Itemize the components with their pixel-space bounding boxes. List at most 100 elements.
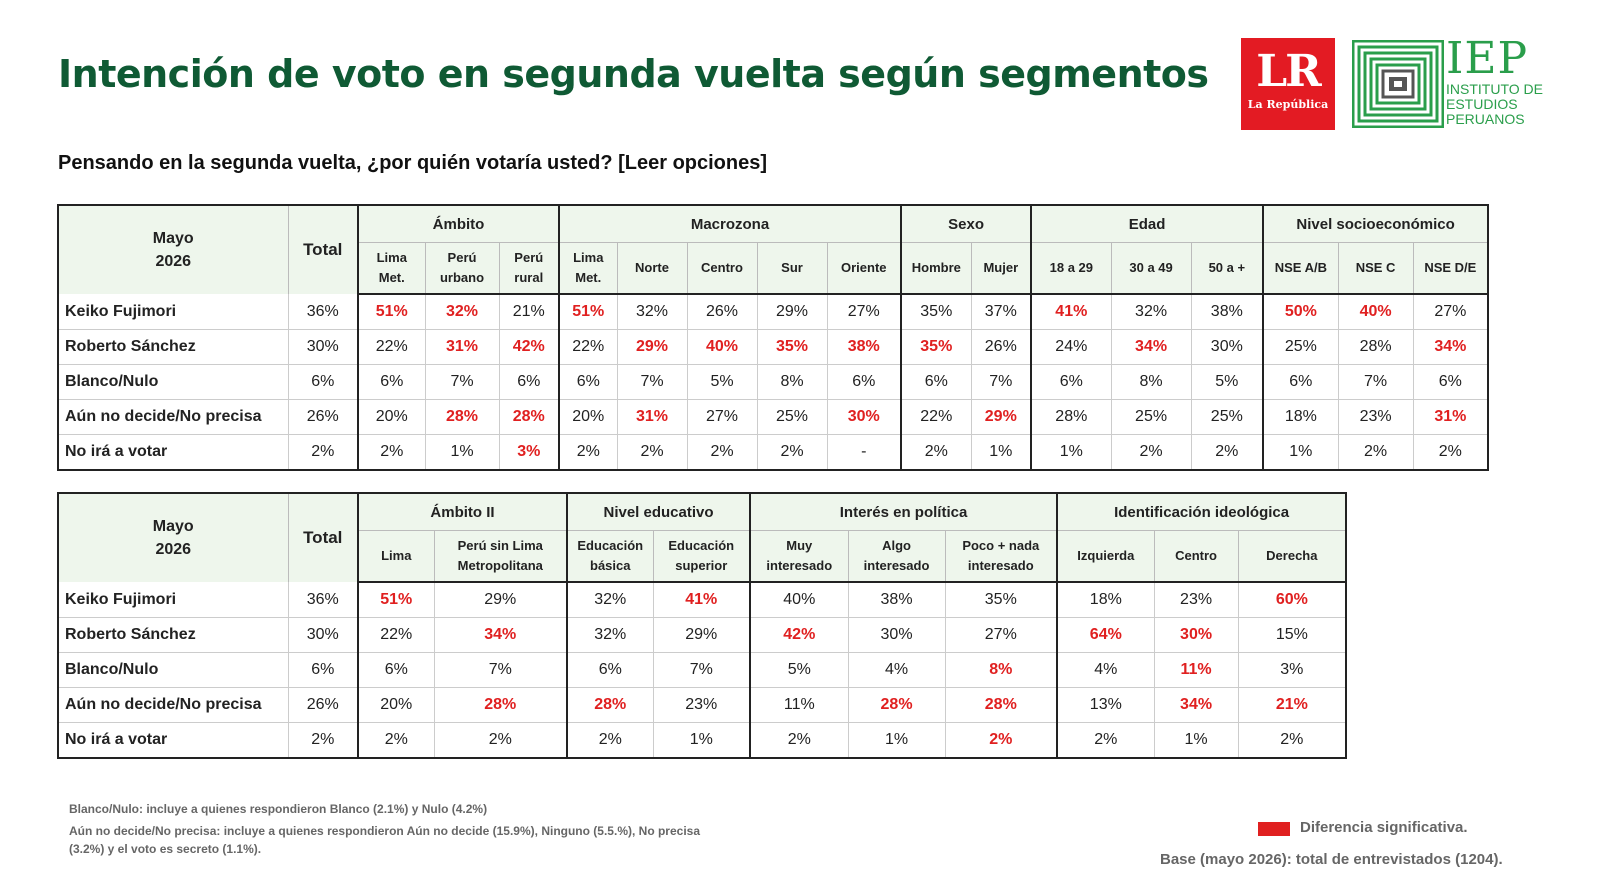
header-sub-row: Lima Perú sin Lima Metropolitana Educación b… xyxy=(58,530,1347,583)
value-cell: 32% xyxy=(424,294,499,330)
value-cell: 51% xyxy=(558,294,617,330)
value-cell: 26% xyxy=(686,294,757,330)
column-header-line: 18 a 29 xyxy=(1049,260,1093,275)
value-cell: 6% xyxy=(558,364,617,400)
value-cell: 2% xyxy=(357,722,434,758)
column-header-sur: Sur xyxy=(756,242,827,295)
header-group-row: Mayo 2026 Total Ámbito Macrozona Sexo Edad Nive… xyxy=(58,205,1489,294)
value-cell: 32% xyxy=(616,294,687,330)
column-header-18-a-29: 18 a 29 xyxy=(1030,242,1112,295)
value-cell: 38% xyxy=(826,329,902,365)
value-cell: - xyxy=(826,434,902,470)
value-cell: 2% xyxy=(558,434,617,470)
column-header-line: Hombre xyxy=(911,260,961,275)
value-cell: 38% xyxy=(1190,294,1264,330)
value-cell: 5% xyxy=(749,652,849,688)
column-header-nse-a-b: NSE A/B xyxy=(1262,242,1339,295)
value-cell: 4% xyxy=(847,652,946,688)
value-cell: 1% xyxy=(652,722,751,758)
column-header-line: Educación xyxy=(668,538,735,553)
total-cell: 6% xyxy=(287,364,358,400)
value-cell: 28% xyxy=(847,687,946,723)
column-header-line: urbano xyxy=(439,270,485,285)
value-cell: 2% xyxy=(357,434,425,470)
value-cell: 23% xyxy=(1337,399,1414,435)
value-cell: 27% xyxy=(826,294,902,330)
row-label: No irá a votar xyxy=(58,722,288,758)
value-cell: 8% xyxy=(944,652,1058,688)
total-cell: 30% xyxy=(287,617,358,653)
group-header-ambito-ii: Ámbito II xyxy=(356,493,568,531)
value-cell: 37% xyxy=(970,294,1032,330)
value-cell: 11% xyxy=(749,687,849,723)
value-cell: 6% xyxy=(498,364,559,400)
total-cell: 36% xyxy=(287,294,358,330)
table1-header: Mayo 2026 Total Ámbito Macrozona Sexo Edad Nive… xyxy=(58,205,1489,295)
value-cell: 6% xyxy=(1262,364,1339,400)
column-header-line: interesado xyxy=(766,558,833,573)
row-label: Keiko Fujimori xyxy=(65,590,177,608)
value-cell: 24% xyxy=(1030,329,1112,365)
value-cell: 11% xyxy=(1153,652,1239,688)
row-label: Keiko Fujimori xyxy=(65,302,177,320)
column-header-line: Metropolitana xyxy=(457,558,543,573)
value-cell: 40% xyxy=(686,329,757,365)
value-cell: 23% xyxy=(1153,582,1239,618)
column-header-30-a-49: 30 a 49 xyxy=(1110,242,1192,295)
column-header-peru-sin-lima-metropolitana: Perú sin Lima Metropolitana xyxy=(433,530,568,583)
column-header-line: Met. xyxy=(378,270,405,285)
value-cell: 1% xyxy=(1262,434,1339,470)
table2-header: Mayo 2026 Total Ámbito II Nivel educativo Int… xyxy=(58,493,1347,583)
value-cell: 2% xyxy=(686,434,757,470)
value-cell: 31% xyxy=(1412,399,1489,435)
column-header-line: Sur xyxy=(781,260,803,275)
value-cell: 29% xyxy=(433,582,568,618)
column-header-lima: Lima xyxy=(357,530,434,583)
total-cell: 26% xyxy=(287,399,358,435)
survey-question: Pensando en la segunda vuelta, ¿por quié… xyxy=(58,152,768,174)
column-header-line: Met. xyxy=(575,270,602,285)
column-header-line: interesado xyxy=(967,558,1034,573)
total-cell: 2% xyxy=(287,722,358,758)
value-cell: 35% xyxy=(900,329,972,365)
table-row: Keiko Fujimori 36% 51% 29% 32% 41% 40% 38% 35% 18… xyxy=(58,582,1347,618)
table-row: Keiko Fujimori 36% 51% 32% 21% 51% 32% 26% 29% 27… xyxy=(58,294,1489,330)
value-cell: 20% xyxy=(357,687,434,723)
value-cell: 2% xyxy=(944,722,1058,758)
page-title: Intención de voto en segunda vuelta segú… xyxy=(58,52,1209,96)
column-header-nse-c: NSE C xyxy=(1337,242,1414,295)
header-corner: Mayo 2026 xyxy=(58,205,289,294)
value-cell: 42% xyxy=(749,617,849,653)
column-header-line: NSE C xyxy=(1355,260,1396,275)
column-header-norte: Norte xyxy=(616,242,687,295)
value-cell: 40% xyxy=(749,582,849,618)
column-header-line: Perú sin Lima xyxy=(457,538,543,553)
value-cell: 6% xyxy=(1030,364,1112,400)
value-cell: 21% xyxy=(1237,687,1347,723)
corner-year: 2026 xyxy=(155,253,192,270)
value-cell: 40% xyxy=(1337,294,1414,330)
value-cell: 51% xyxy=(357,582,434,618)
value-cell: 38% xyxy=(847,582,946,618)
value-cell: 32% xyxy=(1110,294,1192,330)
value-cell: 8% xyxy=(756,364,827,400)
value-cell: 6% xyxy=(357,364,425,400)
value-cell: 64% xyxy=(1056,617,1155,653)
table-row: No irá a votar 2% 2% 2% 2% 1% 2% 1% 2% 2% 1% 2% xyxy=(58,722,1347,758)
column-header-educacion-superior: Educación superior xyxy=(652,530,751,583)
column-header-line: Norte xyxy=(635,260,669,275)
header-total: Total xyxy=(288,205,358,294)
iep-logo-line: ESTUDIOS xyxy=(1446,96,1518,112)
value-cell: 7% xyxy=(970,364,1032,400)
value-cell: 30% xyxy=(1190,329,1264,365)
value-cell: 29% xyxy=(616,329,687,365)
column-header-line: Perú xyxy=(447,250,477,265)
value-cell: 3% xyxy=(498,434,559,470)
value-cell: 5% xyxy=(686,364,757,400)
column-header-poco-nada-interesado: Poco + nada interesado xyxy=(944,530,1058,583)
value-cell: 28% xyxy=(944,687,1058,723)
value-cell: 2% xyxy=(566,722,654,758)
iep-logo-acronym: IEP xyxy=(1446,33,1529,84)
value-cell: 34% xyxy=(1153,687,1239,723)
column-header-line: Izquierda xyxy=(1077,548,1135,563)
